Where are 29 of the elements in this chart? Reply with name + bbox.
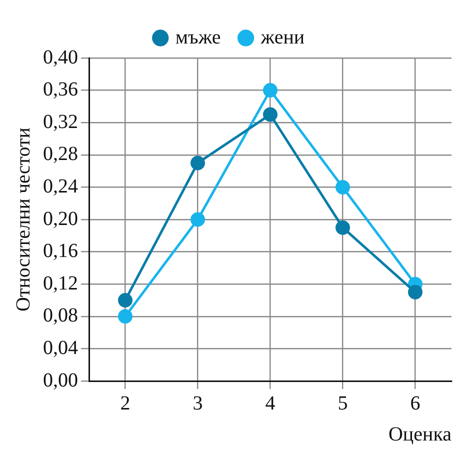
- point: [263, 107, 278, 122]
- point: [336, 180, 350, 194]
- x-tick-label: 5: [338, 392, 348, 414]
- point: [118, 309, 132, 324]
- point: [190, 212, 205, 227]
- y-tick-label: 0,28: [43, 143, 78, 166]
- y-tick-label: 0,20: [43, 208, 78, 230]
- y-tick-label: 0,08: [43, 304, 78, 327]
- point: [263, 83, 278, 98]
- x-tick-label: 6: [410, 392, 420, 414]
- point: [408, 284, 422, 300]
- y-tick-label: 0,00: [43, 369, 78, 392]
- legend-label: мъже: [175, 26, 221, 48]
- y-tick-label: 0,32: [43, 110, 78, 133]
- x-tick-label: 2: [120, 392, 130, 414]
- y-axis-title: Относителни честоти: [12, 127, 34, 312]
- x-tick-label: 3: [192, 392, 203, 414]
- y-tick-label: 0,12: [43, 272, 78, 294]
- legend-label: жени: [260, 26, 305, 48]
- y-tick-label: 0,40: [43, 46, 78, 68]
- point: [118, 293, 132, 308]
- point: [190, 156, 205, 170]
- x-axis-title: Оценка: [388, 423, 452, 446]
- y-tick-label: 0,04: [43, 336, 78, 359]
- y-tick-label: 0,36: [43, 78, 78, 101]
- x-tick-label: 4: [265, 392, 276, 414]
- y-tick-label: 0,16: [43, 240, 78, 262]
- point: [336, 220, 350, 235]
- y-tick-label: 0,24: [43, 175, 78, 198]
